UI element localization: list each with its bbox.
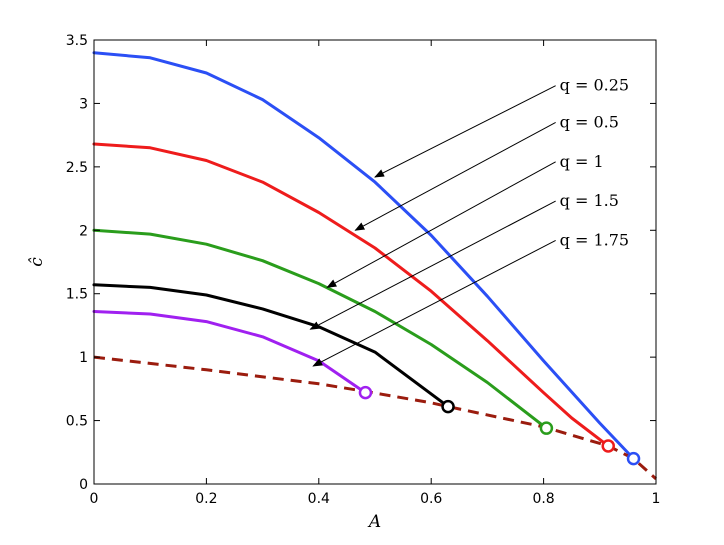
- y-axis-label: ĉ: [27, 257, 47, 267]
- x-tick-label-2: 0.4: [308, 491, 330, 507]
- x-tick-label-1: 0.2: [195, 491, 217, 507]
- boundary-dashed-line: [93, 355, 658, 481]
- series-line-4: [92, 310, 367, 395]
- annotation-arrow-0: [374, 85, 556, 178]
- endpoint-marker-1: [601, 439, 615, 453]
- y-tick-label-5: 2.5: [66, 160, 88, 176]
- x-tick-label-0: 0: [90, 491, 99, 507]
- series-line-0: [92, 51, 635, 461]
- y-tick-label-2: 1: [79, 350, 88, 366]
- series-line-1: [92, 142, 610, 448]
- y-tick-label-3: 1.5: [66, 287, 88, 303]
- endpoint-marker-0: [626, 451, 641, 466]
- y-tick-label-4: 2: [79, 223, 88, 239]
- endpoint-marker-4: [358, 385, 373, 400]
- y-tick-label-7: 3.5: [66, 33, 88, 49]
- axes-frame: [93, 39, 657, 485]
- endpoint-markers: [358, 385, 641, 466]
- annotation-arrow-2: [326, 161, 556, 288]
- y-tick-label-0: 0: [79, 477, 88, 493]
- y-tick-label-6: 3: [79, 96, 88, 112]
- annotation-arrow-3: [309, 200, 556, 330]
- endpoint-marker-3: [441, 399, 455, 414]
- series-line-3: [92, 283, 450, 409]
- annotations: q = 0.25 q = 0.5 q = 1 q = 1.5 q = 1.75: [309, 76, 629, 367]
- axes: 0 0.2 0.4 0.6 0.8 1 0 0.5 1 1.5 2 2.5 3 3.5: [66, 33, 661, 507]
- annotation-arrow-4: [312, 239, 556, 367]
- annotation-label-1: q = 0.5: [560, 112, 619, 131]
- endpoint-marker-2: [539, 421, 554, 435]
- x-tick-label-4: 0.8: [532, 491, 554, 507]
- y-tick-label-1: 0.5: [66, 414, 88, 430]
- x-tick-label-5: 1: [652, 491, 661, 507]
- series-layer: [92, 51, 658, 481]
- x-axis-label: A: [367, 512, 381, 532]
- annotation-label-4: q = 1.75: [560, 230, 629, 249]
- annotation-label-0: q = 0.25: [560, 76, 629, 95]
- annotation-arrow-1: [354, 122, 556, 231]
- series-line-2: [92, 228, 548, 430]
- annotation-label-2: q = 1: [560, 152, 604, 171]
- annotation-label-3: q = 1.5: [560, 191, 619, 210]
- x-tick-label-3: 0.6: [420, 491, 442, 507]
